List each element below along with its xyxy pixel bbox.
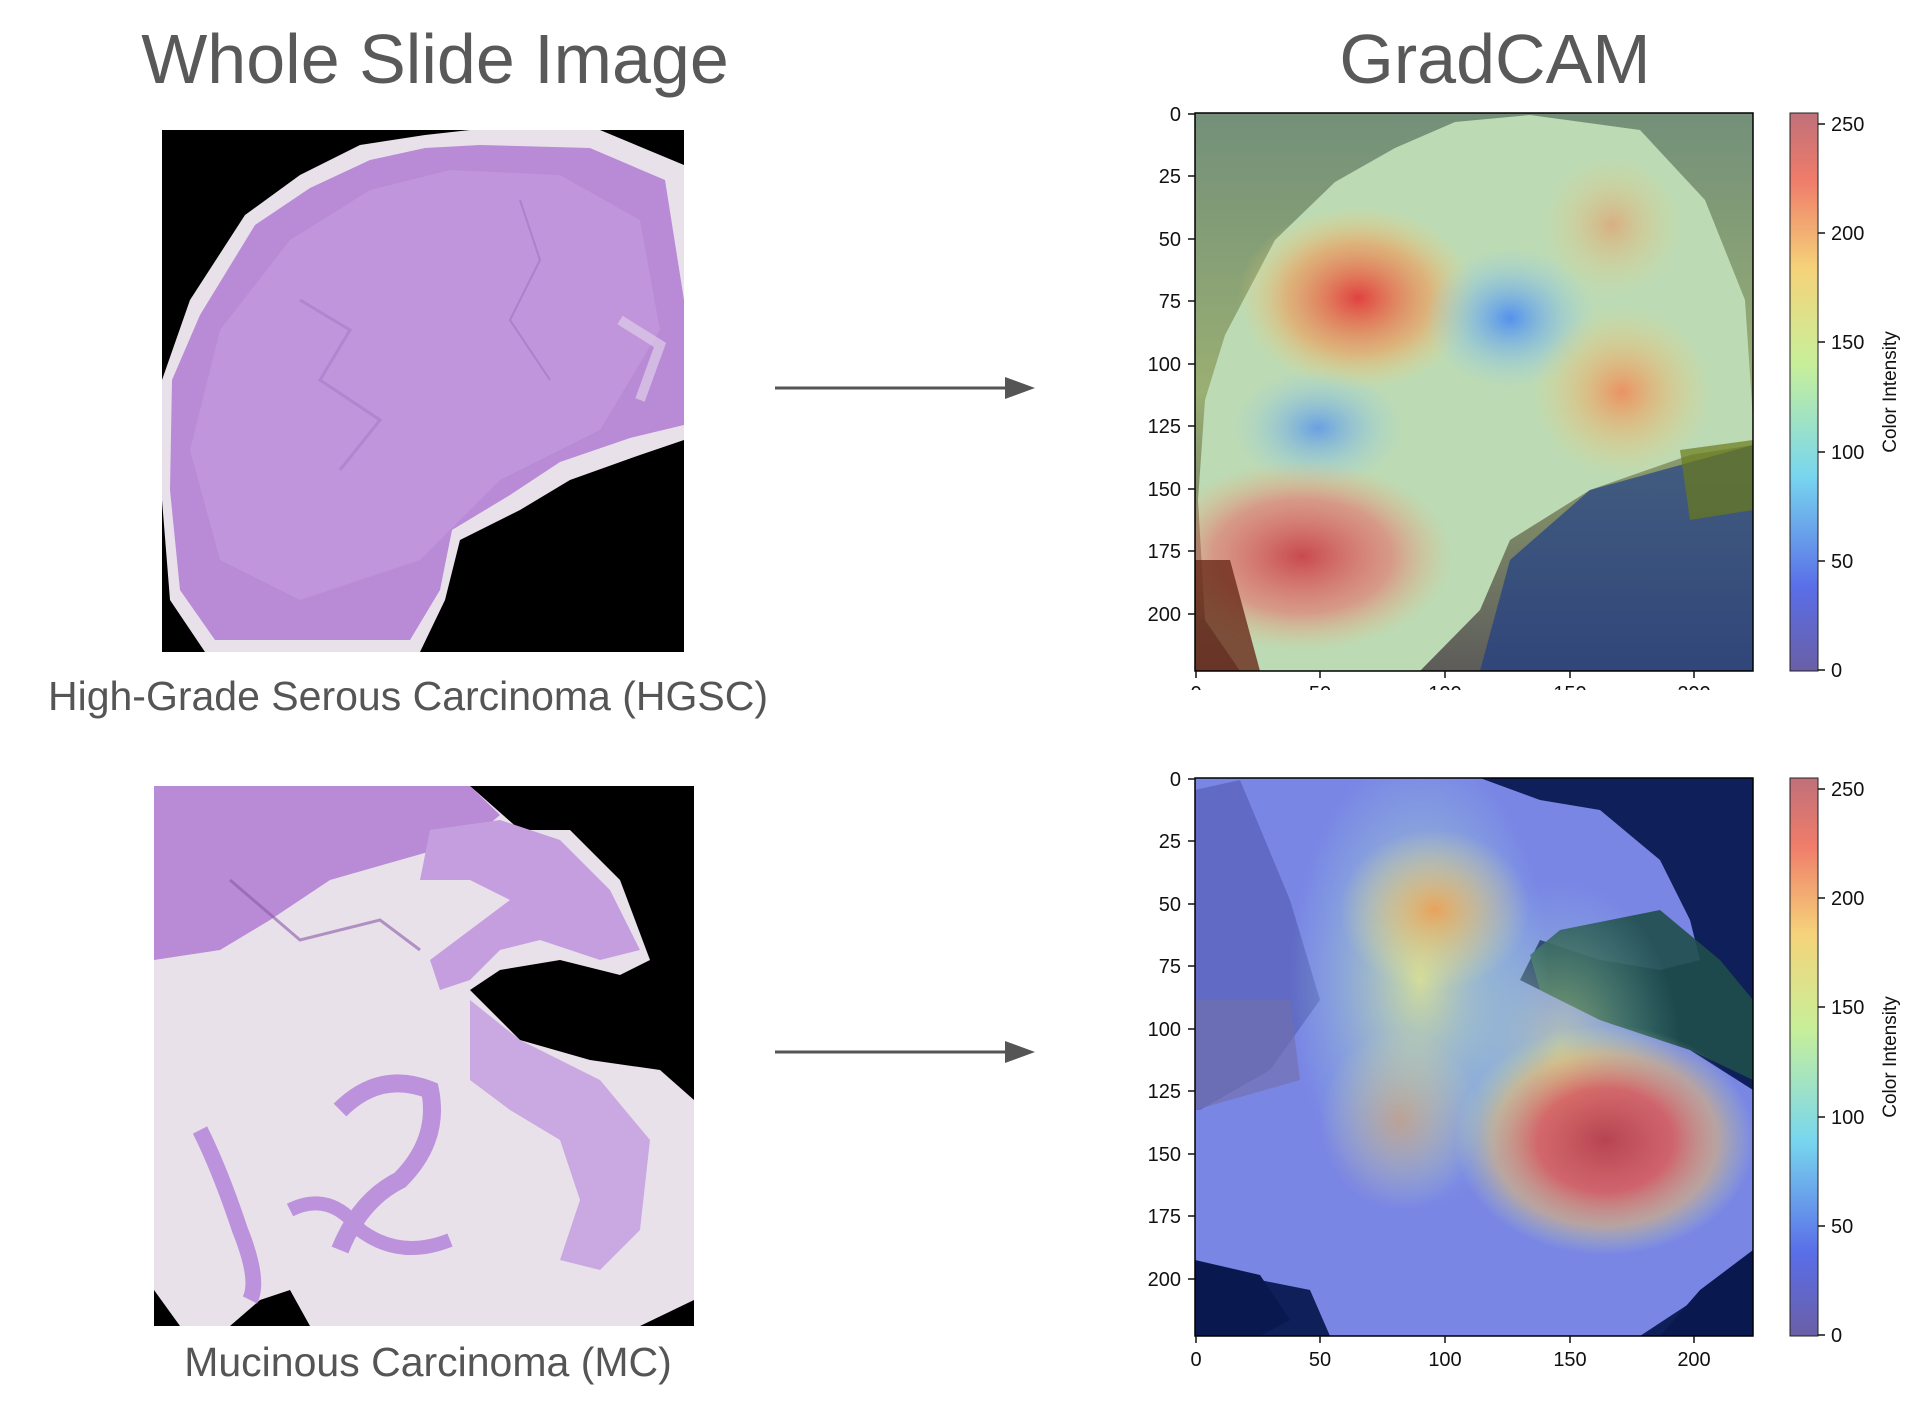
x-tick-label: 100 <box>1428 683 1461 705</box>
colorbar-tick-label: 200 <box>1831 223 1864 245</box>
x-tick-label: 200 <box>1677 1349 1710 1371</box>
arrow-row-2 <box>775 1041 1035 1063</box>
colorbar-tick-label: 250 <box>1831 779 1864 801</box>
y-tick-label: 75 <box>1159 291 1181 313</box>
colorbar-tick-label: 150 <box>1831 332 1864 354</box>
x-tick-label: 200 <box>1677 683 1710 705</box>
y-tick-label: 0 <box>1170 769 1181 791</box>
y-tick-label: 150 <box>1148 1144 1181 1166</box>
x-tick-label: 0 <box>1190 683 1201 705</box>
x-tick-label: 50 <box>1309 1349 1331 1371</box>
y-tick-label: 125 <box>1148 416 1181 438</box>
x-axis-hgsc: 0 50 100 150 200 <box>1190 671 1711 705</box>
y-tick-label: 200 <box>1148 1269 1181 1291</box>
colorbar-tick-label: 100 <box>1831 1107 1864 1129</box>
y-tick-label: 175 <box>1148 1206 1181 1228</box>
y-tick-label: 150 <box>1148 479 1181 501</box>
heading-gradcam: GradCAM <box>1339 20 1650 98</box>
slide-image-mc <box>154 786 694 1326</box>
colorbar-tick-label: 50 <box>1831 551 1853 573</box>
slide-image-hgsc <box>162 130 684 652</box>
colorbar-label: Color Intensity <box>1880 331 1901 453</box>
colorbar-label: Color Intensity <box>1880 996 1901 1118</box>
colorbar-tick-label: 200 <box>1831 888 1864 910</box>
y-tick-label: 25 <box>1159 166 1181 188</box>
x-tick-label: 50 <box>1309 683 1331 705</box>
colorbar-tick-label: 100 <box>1831 442 1864 464</box>
heading-whole-slide-image: Whole Slide Image <box>141 20 729 98</box>
y-tick-label: 100 <box>1148 1019 1181 1041</box>
colorbar-tick-label: 50 <box>1831 1216 1853 1238</box>
y-tick-label: 50 <box>1159 229 1181 251</box>
colorbar-tick-label: 0 <box>1831 660 1842 682</box>
y-axis-hgsc: 0 25 50 75 100 125 150 175 200 <box>1148 104 1195 626</box>
colorbar-tick-label: 250 <box>1831 114 1864 136</box>
row-label-mc: Mucinous Carcinoma (MC) <box>184 1339 672 1385</box>
y-tick-label: 50 <box>1159 894 1181 916</box>
y-axis-mc: 0 25 50 75 100 125 150 175 200 <box>1148 769 1195 1291</box>
x-tick-label: 150 <box>1553 1349 1586 1371</box>
colorbar-mc: 250 200 150 100 50 0 Color Intensity <box>1789 777 1901 1347</box>
y-tick-label: 100 <box>1148 354 1181 376</box>
x-tick-label: 100 <box>1428 1349 1461 1371</box>
y-tick-label: 125 <box>1148 1081 1181 1103</box>
arrow-row-1 <box>775 377 1035 399</box>
y-tick-label: 75 <box>1159 956 1181 978</box>
x-axis-mc: 0 50 100 150 200 <box>1190 1336 1711 1371</box>
x-tick-label: 150 <box>1553 683 1586 705</box>
gradcam-heatmap-hgsc <box>1194 112 1754 672</box>
y-tick-label: 0 <box>1170 104 1181 126</box>
colorbar-hgsc: 250 200 150 100 50 0 Color Intensity <box>1789 112 1901 682</box>
row-label-hgsc: High-Grade Serous Carcinoma (HGSC) <box>48 673 768 719</box>
y-tick-label: 200 <box>1148 604 1181 626</box>
y-tick-label: 25 <box>1159 831 1181 853</box>
colorbar-tick-label: 150 <box>1831 997 1864 1019</box>
gradcam-heatmap-mc <box>1194 777 1754 1337</box>
y-tick-label: 175 <box>1148 541 1181 563</box>
x-tick-label: 0 <box>1190 1349 1201 1371</box>
colorbar-tick-label: 0 <box>1831 1325 1842 1347</box>
